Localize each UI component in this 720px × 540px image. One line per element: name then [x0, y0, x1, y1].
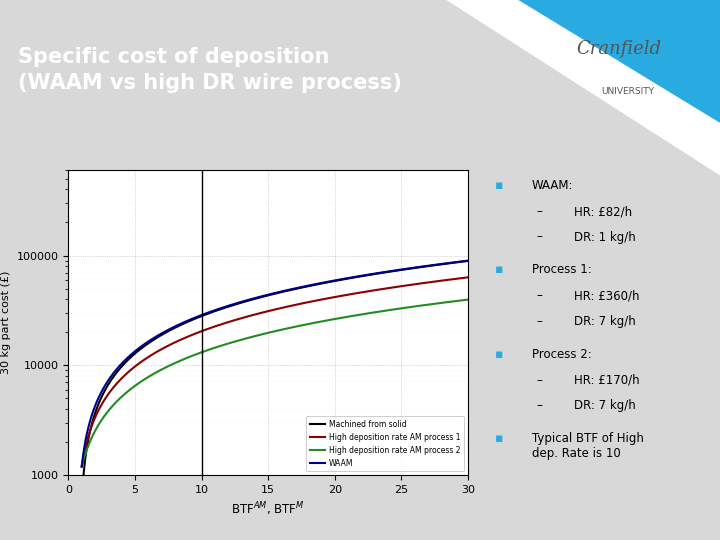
High deposition rate AM process 1: [78, 463, 86, 470]
High deposition rate AM process 1: [252, 311, 261, 318]
Machined from solid: [170, 325, 179, 332]
WAAM: [145, 337, 154, 343]
WAAM: [464, 258, 472, 264]
Machined from solid: [332, 278, 341, 284]
Text: ▪: ▪: [495, 264, 504, 276]
WAAM: [78, 463, 86, 470]
Text: HR: £82/h: HR: £82/h: [574, 205, 631, 218]
High deposition rate AM process 2: [305, 321, 314, 327]
Text: Specific cost of deposition
(WAAM vs high DR wire process): Specific cost of deposition (WAAM vs hig…: [18, 48, 402, 93]
Polygon shape: [518, 0, 720, 123]
High deposition rate AM process 1: [368, 287, 377, 294]
Legend: Machined from solid, High deposition rate AM process 1, High deposition rate AM : Machined from solid, High deposition rat…: [306, 416, 464, 471]
Text: Cranfield: Cranfield: [576, 40, 661, 58]
Y-axis label: 30 kg part cost (£): 30 kg part cost (£): [1, 271, 11, 374]
Text: DR: 7 kg/h: DR: 7 kg/h: [574, 315, 635, 328]
Line: High deposition rate AM process 1: High deposition rate AM process 1: [82, 278, 468, 467]
Text: ▪: ▪: [495, 432, 504, 445]
Text: ▪: ▪: [495, 179, 504, 192]
Machined from solid: [464, 258, 472, 264]
Line: High deposition rate AM process 2: High deposition rate AM process 2: [82, 300, 468, 467]
X-axis label: BTF$^{AM}$, BTF$^{M}$: BTF$^{AM}$, BTF$^{M}$: [231, 501, 305, 518]
Text: Process 1:: Process 1:: [532, 264, 592, 276]
WAAM: [368, 271, 377, 277]
Text: HR: £360/h: HR: £360/h: [574, 289, 639, 302]
Text: Process 2:: Process 2:: [532, 348, 592, 361]
WAAM: [252, 294, 261, 301]
WAAM: [305, 282, 314, 289]
Machined from solid: [138, 345, 147, 351]
Polygon shape: [446, 0, 720, 176]
High deposition rate AM process 2: [368, 309, 377, 316]
Text: –: –: [536, 231, 543, 244]
High deposition rate AM process 2: [176, 357, 185, 363]
Text: ▪: ▪: [495, 348, 504, 361]
Text: –: –: [536, 374, 543, 387]
Text: Typical BTF of High
dep. Rate is 10: Typical BTF of High dep. Rate is 10: [532, 432, 644, 460]
WAAM: [176, 320, 185, 327]
Text: HR: £170/h: HR: £170/h: [574, 374, 639, 387]
High deposition rate AM process 1: [176, 336, 185, 343]
Text: –: –: [536, 315, 543, 328]
High deposition rate AM process 2: [336, 315, 344, 321]
Text: WAAM:: WAAM:: [532, 179, 574, 192]
Text: UNIVERSITY: UNIVERSITY: [601, 87, 654, 96]
High deposition rate AM process 2: [78, 463, 86, 470]
High deposition rate AM process 1: [145, 353, 154, 359]
High deposition rate AM process 2: [464, 296, 472, 303]
Text: DR: 1 kg/h: DR: 1 kg/h: [574, 231, 635, 244]
High deposition rate AM process 1: [336, 293, 344, 299]
WAAM: [336, 276, 344, 283]
Text: –: –: [536, 289, 543, 302]
Text: –: –: [536, 399, 543, 412]
Machined from solid: [301, 284, 310, 290]
Machined from solid: [366, 272, 374, 278]
High deposition rate AM process 2: [145, 373, 154, 379]
Line: Machined from solid: Machined from solid: [73, 261, 468, 540]
Text: DR: 7 kg/h: DR: 7 kg/h: [574, 399, 635, 412]
Line: WAAM: WAAM: [82, 261, 468, 467]
High deposition rate AM process 2: [252, 333, 261, 339]
Machined from solid: [247, 296, 256, 303]
Text: –: –: [536, 205, 543, 218]
High deposition rate AM process 1: [464, 274, 472, 281]
High deposition rate AM process 1: [305, 299, 314, 305]
